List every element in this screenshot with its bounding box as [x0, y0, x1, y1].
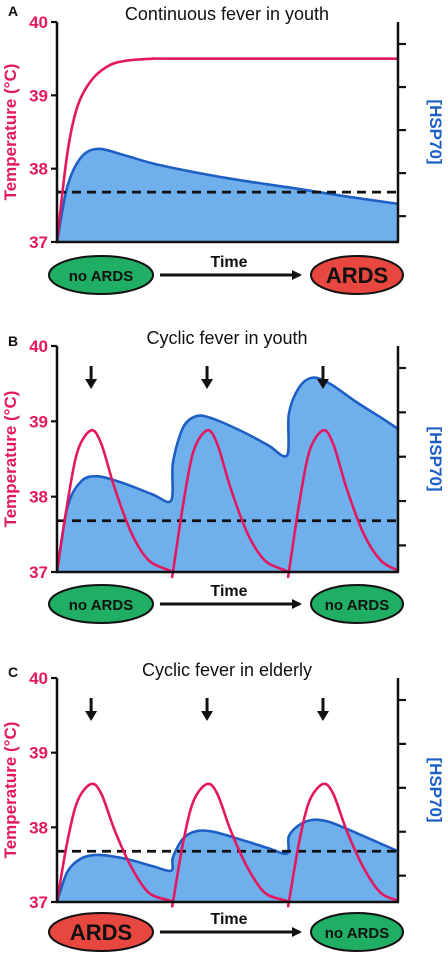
down-arrow-icon: [85, 366, 98, 389]
y-axis-label: Temperature (°C): [1, 391, 20, 528]
start-state-badge: [48, 584, 154, 624]
chart-title: Continuous fever in youth: [125, 4, 329, 24]
end-state-label: no ARDS: [325, 925, 389, 942]
end-state-badge: [310, 255, 404, 295]
temperature-line: [55, 428, 399, 579]
down-arrow-icon: [201, 366, 214, 389]
time-label: Time: [210, 911, 247, 928]
chart-title: Cyclic fever in youth: [146, 328, 307, 348]
hsp70-line: [55, 818, 399, 903]
arrow-head: [201, 379, 214, 389]
y-tick-label: 39: [29, 412, 48, 431]
right-axis-label: [HSP70]: [426, 99, 445, 164]
hsp70-area: [57, 819, 398, 902]
chart-title: Cyclic fever in elderly: [142, 660, 312, 680]
y-tick-label: 37: [29, 893, 48, 912]
end-state-badge: [310, 584, 404, 624]
y-tick-label: 40: [29, 669, 48, 688]
start-state-badge: [48, 912, 154, 952]
y-axis-label: Temperature (°C): [1, 722, 20, 859]
panel-letter: C: [8, 664, 18, 680]
panel-B: B Cyclic fever in youth 37 38 39 40 Temperatur…: [1, 328, 445, 624]
y-tick-label: 38: [29, 160, 48, 179]
arrow-head: [85, 379, 98, 389]
end-state-label: ARDS: [326, 263, 388, 288]
start-state-label: no ARDS: [69, 268, 133, 285]
right-axis-label: [HSP70]: [426, 426, 445, 491]
end-state-label: no ARDS: [325, 597, 389, 614]
end-state-badge: [310, 912, 404, 952]
arrow-head: [85, 711, 98, 721]
panel-letter: A: [8, 3, 18, 19]
y-axis-label: Temperature (°C): [1, 64, 20, 201]
time-label: Time: [210, 583, 247, 600]
panel-letter: B: [8, 333, 18, 349]
arrow-head: [316, 711, 329, 721]
down-arrow-icon: [201, 698, 214, 721]
y-tick-label: 39: [29, 744, 48, 763]
down-arrow-icon: [85, 698, 98, 721]
y-tick-label: 38: [29, 488, 48, 507]
start-state-label: no ARDS: [69, 597, 133, 614]
y-tick-label: 37: [29, 563, 48, 582]
panel-A: A Continuous fever in youth 37 38 39 40 Temper…: [1, 3, 445, 295]
temperature-line: [55, 57, 398, 243]
start-state-badge: [48, 255, 154, 295]
arrow-head: [201, 711, 214, 721]
down-arrow-icon: [316, 698, 329, 721]
temperature-line: [55, 782, 399, 908]
panel-C: C Cyclic fever in elderly 37 38 39 40 Temperat…: [1, 660, 445, 952]
hsp70-area: [57, 148, 398, 242]
y-tick-label: 39: [29, 86, 48, 105]
y-tick-label: 40: [29, 13, 48, 32]
y-tick-label: 37: [29, 233, 48, 252]
right-axis-label: [HSP70]: [426, 757, 445, 822]
y-tick-label: 38: [29, 818, 48, 837]
time-label: Time: [210, 254, 247, 271]
arrow-head: [316, 379, 329, 389]
down-arrow-icon: [316, 366, 329, 389]
y-tick-label: 40: [29, 337, 48, 356]
start-state-label: ARDS: [70, 920, 132, 945]
